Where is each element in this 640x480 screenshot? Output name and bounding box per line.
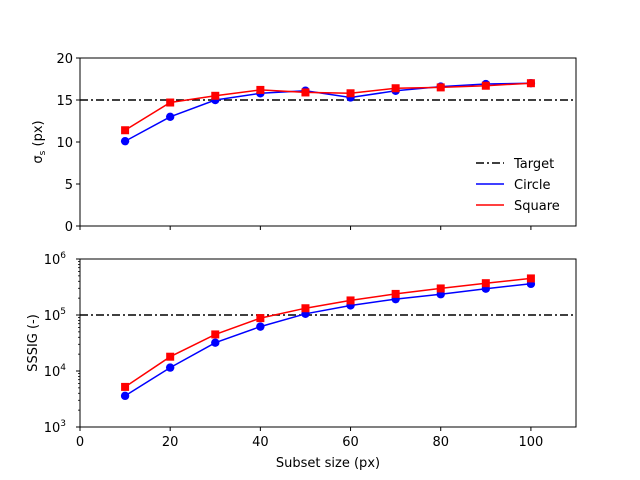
sssig-y-tick-label: 106: [44, 251, 67, 268]
sssig-y-tick-label: 104: [44, 363, 67, 380]
panel-sigma: 0 5 10 15 20 σs (px) Target Circle Square: [31, 52, 577, 235]
sigma-square-point: [121, 126, 130, 135]
sigma-y-tick-label: 20: [56, 52, 73, 67]
sssig-y-tick-label: 105: [44, 307, 66, 324]
sigma-circle-point: [120, 136, 130, 146]
sssig-x-tick-label: 60: [342, 435, 359, 450]
sssig-square-point: [121, 382, 130, 391]
sssig-x-tick-label: 100: [518, 435, 543, 450]
sssig-plot-area: [80, 274, 576, 401]
panel-sssig: 103 104 105 106 0 20 40 60 80 100 SSSIG (-) Subs…: [26, 251, 577, 471]
sssig-square-line: [124, 277, 531, 388]
sigma-plot-area: [80, 79, 576, 146]
sigma-square-point: [346, 89, 355, 98]
sssig-square-point: [481, 279, 490, 288]
sigma-square-point: [166, 98, 175, 107]
sssig-y-ticks: 103 104 105 106: [44, 251, 80, 436]
sssig-x-tick-label: 80: [432, 435, 449, 450]
sigma-y-tick-label: 10: [56, 136, 73, 151]
sssig-square-point: [391, 289, 400, 298]
sssig-circle-point: [256, 322, 265, 331]
sssig-axes-frame: [79, 258, 577, 428]
sigma-square-line: [124, 82, 531, 131]
sigma-square-point: [436, 83, 445, 92]
x-axis-label: Subset size (px): [276, 456, 380, 471]
legend-square-label: Square: [514, 199, 560, 214]
sssig-square-point: [526, 274, 535, 283]
sssig-square-point: [211, 330, 220, 339]
sigma-circle-point: [165, 112, 175, 122]
sssig-y-axis-label: SSSIG (-): [26, 314, 41, 372]
sigma-square-point: [301, 88, 310, 97]
sigma-y-tick-label: 5: [65, 178, 73, 193]
legend-target-label: Target: [513, 157, 554, 172]
sigma-circle-line: [124, 82, 531, 142]
sssig-square-point: [166, 352, 175, 361]
sssig-square-point: [346, 296, 355, 305]
sssig-square-point: [436, 284, 445, 293]
sssig-circle-point: [120, 391, 130, 401]
legend-circle-label: Circle: [514, 178, 551, 193]
sigma-square-point: [211, 91, 220, 100]
sigma-y-ticks: 0 5 10 15 20: [56, 52, 80, 235]
sssig-circle-line: [124, 283, 531, 397]
sigma-square-point: [481, 81, 490, 90]
sigma-square-point: [526, 79, 535, 88]
sssig-square-point: [301, 304, 310, 313]
sssig-square-point: [256, 314, 265, 323]
sigma-square-point: [391, 84, 400, 93]
sssig-x-tick-label: 20: [162, 435, 179, 450]
sigma-y-tick-label: 0: [65, 220, 73, 235]
sssig-x-tick-label: 0: [76, 435, 84, 450]
sssig-circle-point: [165, 363, 175, 372]
legend: Target Circle Square: [476, 157, 560, 214]
sigma-x-ticks: [79, 226, 532, 230]
sigma-y-tick-label: 15: [56, 94, 73, 109]
sigma-square-point: [256, 85, 265, 94]
sssig-y-tick-label: 103: [44, 419, 66, 436]
sssig-circle-point: [211, 338, 220, 347]
sssig-x-ticks: 0 20 40 60 80 100: [76, 427, 543, 450]
sssig-x-tick-label: 40: [252, 435, 269, 450]
sigma-y-axis-label: σs (px): [31, 120, 48, 163]
